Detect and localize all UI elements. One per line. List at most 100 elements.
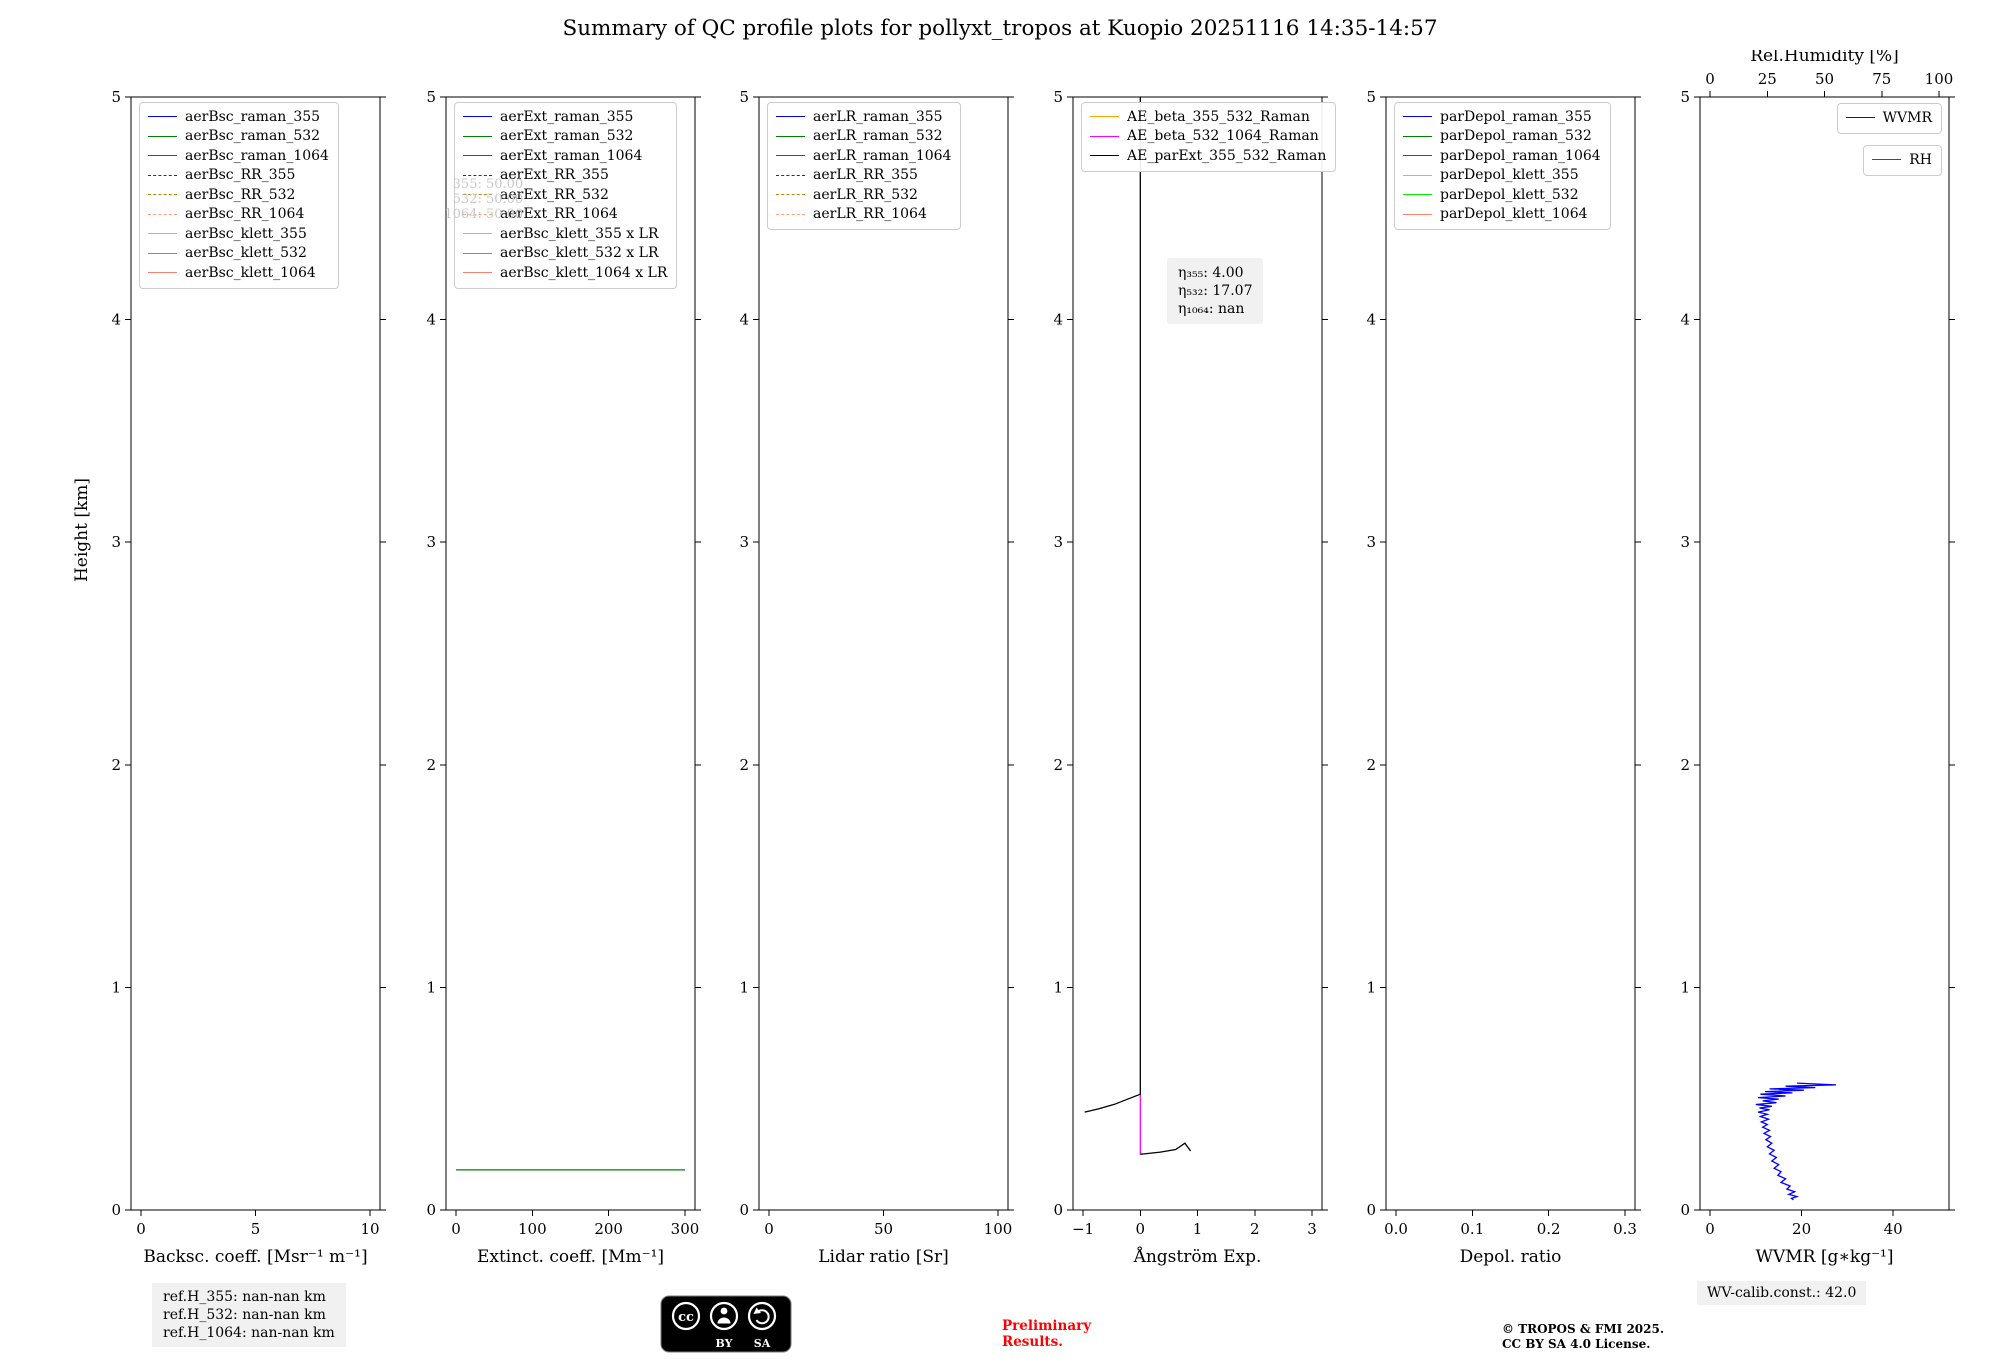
x-tick-label: 0.0 [1384,1220,1408,1238]
legend-label: aerLR_raman_355 [813,108,943,125]
legend-entry: WVMR [1845,108,1932,128]
legend: parDepol_raman_355 parDepol_raman_532 parD… [1394,102,1611,230]
y-tick-label: 1 [1366,978,1376,996]
y-tick-label: 2 [111,756,121,774]
legend-entry: aerBsc_RR_1064 [148,205,329,225]
legend-label: aerBsc_RR_355 [185,167,296,184]
x-axis-label: WVMR [g∗kg⁻¹] [1755,1247,1893,1267]
y-tick-label: 5 [739,88,749,106]
legend-label: aerBsc_klett_1064 [185,264,316,281]
legend-label: aerExt_RR_355 [500,167,609,184]
legend-label: aerExt_RR_532 [500,186,609,203]
legend-label: parDepol_raman_1064 [1440,147,1601,164]
y-tick-label: 3 [111,533,121,551]
plot-frame [445,96,696,1211]
x-axis-label: Lidar ratio [Sr] [818,1247,948,1267]
legend-label: parDepol_raman_355 [1440,108,1592,125]
x-tick-label: 10 [360,1220,379,1238]
copyright-line-2: CC BY SA 4.0 License. [1502,1336,1651,1351]
legend-line-sample [148,233,177,235]
y-tick-label: 1 [739,978,749,996]
legend-label: aerBsc_klett_532 [185,245,307,262]
preliminary-line-1: Preliminary [1002,1318,1092,1334]
depol-axes: 0.0 0.1 0.2 0.3 0 1 2 3 4 5 Depol. ratio [1366,88,1641,1267]
plot-frame [758,96,1009,1211]
x-tick-label: 0.2 [1537,1220,1561,1238]
by-person-icon [709,1301,739,1331]
y-tick-label: 3 [1366,533,1376,551]
top-tick-label: 75 [1872,70,1891,88]
legend-entry: aerExt_raman_355 [463,107,667,127]
y-tick-label: 4 [111,311,121,329]
legend-entry: aerLR_RR_1064 [776,205,951,225]
legend-label: aerBsc_klett_355 [185,225,307,242]
legend-line-sample [148,155,177,157]
legend-entry: aerBsc_RR_355 [148,166,329,186]
legend-line-sample [463,116,492,118]
eta-1064-value: η₁₀₆₄: nan [1178,301,1245,317]
legend-label: aerBsc_raman_1064 [185,147,329,164]
legend-label: aerBsc_raman_532 [185,128,321,145]
preliminary-line-2: Results. [1002,1334,1063,1350]
legend-entry: AE_beta_532_1064_Raman [1090,127,1326,147]
legend-entry: parDepol_raman_532 [1403,127,1601,147]
legend-line-sample [1403,155,1432,157]
legend: RH [1863,145,1942,176]
y-tick-label: 4 [1680,311,1690,329]
legend-entry: aerBsc_klett_355 [148,224,329,244]
legend-entry: AE_beta_355_532_Raman [1090,107,1326,127]
extinction-annotation: 355: 50.00 532: 50.00 1064: 50.00 [444,177,524,223]
y-tick-label: 2 [1680,756,1690,774]
legend-entry: parDepol_klett_1064 [1403,205,1601,225]
figure-title: Summary of QC profile plots for pollyxt_… [562,16,1438,41]
x-tick-label: −1 [1072,1220,1094,1238]
y-tick-label: 4 [1366,311,1376,329]
x-tick-label: 3 [1307,1220,1317,1238]
lidar-ratio-axes: 0 50 100 0 1 2 3 4 5 Lidar ratio [Sr] [739,88,1014,1267]
x-axis-label: Backsc. coeff. [Msr⁻¹ m⁻¹] [143,1247,367,1267]
plot-frame [1385,96,1636,1211]
y-tick-label: 2 [739,756,749,774]
x-tick-label: 200 [594,1220,623,1238]
y-tick-label: 1 [1680,978,1690,996]
legend-line-sample [1403,135,1432,137]
legend-entry: aerLR_raman_532 [776,127,951,147]
person-head-icon [720,1307,728,1315]
legend-label: aerBsc_RR_532 [185,186,296,203]
x-tick-label: 0 [136,1220,146,1238]
legend-entry: aerBsc_klett_1064 [148,263,329,283]
y-tick-label: 4 [426,311,436,329]
x-tick-label: 5 [251,1220,261,1238]
legend-label: parDepol_klett_1064 [1440,206,1588,223]
y-tick-label: 0 [739,1201,749,1219]
panel-lidar-ratio: 0 50 100 0 1 2 3 4 5 Lidar ratio [Sr] aerLR_raman_… [714,50,1053,1280]
legend-line-sample [1403,194,1432,196]
y-tick-label: 1 [1053,978,1063,996]
legend-entry: aerBsc_raman_532 [148,127,329,147]
legend-line-sample [776,155,805,157]
top-tick-label: 100 [1925,70,1954,88]
sa-circle-icon [747,1301,777,1331]
backscatter-axes: 0 5 10 0 1 2 3 4 5 Backsc. coeff. [Msr⁻¹ m⁻¹] [111,88,386,1267]
cc-circle-icon [671,1301,701,1331]
legend-label: aerLR_raman_1064 [813,147,952,164]
legend-line-sample [1090,135,1119,137]
reference-height-box: ref.H_355: nan-nan km ref.H_532: nan-nan… [152,1283,346,1347]
x-tick-label: 0 [764,1220,774,1238]
ref-height-1064: ref.H_1064: nan-nan km [163,1325,335,1341]
eta-532-value: η₅₃₂: 17.07 [1178,283,1253,299]
legend-label: parDepol_klett_355 [1440,167,1579,184]
legend-label: aerLR_RR_355 [813,167,918,184]
y-tick-label: 4 [1053,311,1063,329]
extinction-axes: 0 100 200 300 0 1 2 3 4 5 Extinct. coeff. [Mm⁻¹] [426,88,701,1267]
x-tick-label: 300 [671,1220,700,1238]
legend-line-sample [148,252,177,254]
legend-label: aerBsc_klett_355 x LR [500,225,659,242]
legend-label: aerLR_RR_532 [813,186,918,203]
ref-height-532: ref.H_532: nan-nan km [163,1307,326,1323]
legend-entry: aerBsc_klett_532 x LR [463,244,667,264]
top-axis-label: Rel.Humidity [%] [1750,50,1899,66]
legend-label: aerExt_raman_1064 [500,147,643,164]
legend-line-sample [463,174,492,176]
top-tick-label: 0 [1705,70,1715,88]
